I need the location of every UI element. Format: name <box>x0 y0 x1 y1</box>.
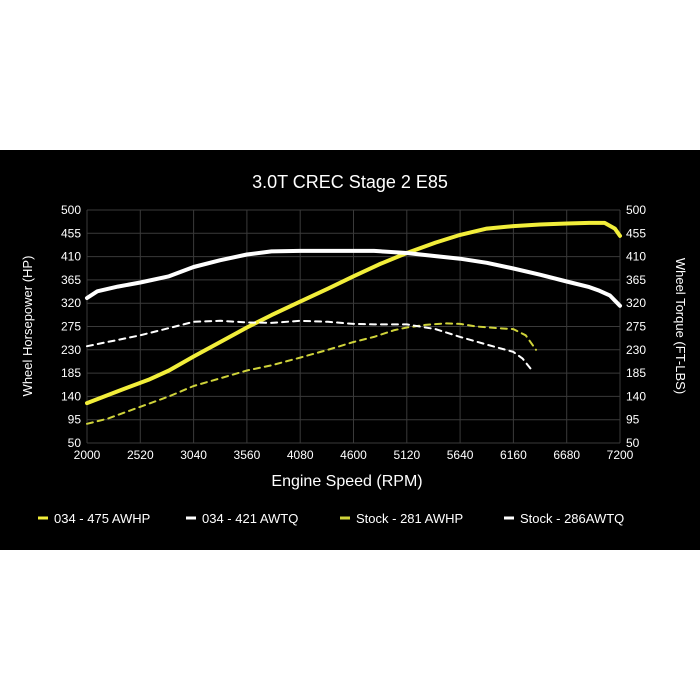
series-line-4 <box>86 319 534 373</box>
y-tick-label-right: 95 <box>626 413 640 427</box>
y-tick-label-right: 185 <box>626 366 646 380</box>
x-tick-label: 3560 <box>234 448 261 462</box>
x-tick-label: 3040 <box>180 448 207 462</box>
y-tick-label-right: 230 <box>626 343 646 357</box>
y-tick-label-left: 500 <box>61 203 81 217</box>
legend-label: 034 - 475 AWHP <box>54 511 150 526</box>
y-tick-label-right: 500 <box>626 203 646 217</box>
x-axis-label: Engine Speed (RPM) <box>271 473 422 490</box>
y-tick-label-right: 455 <box>626 226 646 240</box>
x-tick-label: 5640 <box>447 448 474 462</box>
y-tick-label-right: 275 <box>626 320 646 334</box>
y-tick-label-left: 455 <box>61 226 81 240</box>
y-tick-label-left: 410 <box>61 250 81 264</box>
x-tick-label: 2520 <box>127 448 154 462</box>
y-axis-label-right: Wheel Torque (FT-LBS) <box>673 258 688 394</box>
series-line-1 <box>85 220 622 406</box>
y-tick-label-right: 50 <box>626 436 640 450</box>
legend-label: Stock - 281 AWHP <box>356 511 463 526</box>
y-tick-label-right: 365 <box>626 273 646 287</box>
y-tick-label-left: 230 <box>61 343 81 357</box>
y-tick-label-left: 275 <box>61 320 81 334</box>
y-tick-label-left: 320 <box>61 296 81 310</box>
x-tick-label: 7200 <box>607 448 634 462</box>
y-tick-label-left: 50 <box>68 436 82 450</box>
y-tick-label-right: 410 <box>626 250 646 264</box>
grid-lines <box>86 209 621 444</box>
series-lines <box>85 220 622 425</box>
series-line-2 <box>85 248 622 308</box>
series-line-3 <box>86 322 537 425</box>
x-tick-label: 6680 <box>553 448 580 462</box>
x-tick-label: 5120 <box>393 448 420 462</box>
y-tick-label-left: 365 <box>61 273 81 287</box>
chart-title: 3.0T CREC Stage 2 E85 <box>252 172 448 192</box>
legend-label: 034 - 421 AWTQ <box>202 511 298 526</box>
y-tick-label-right: 320 <box>626 296 646 310</box>
x-tick-label: 6160 <box>500 448 527 462</box>
legend: 034 - 475 AWHP 034 - 421 AWTQ Stock - 281 … <box>38 511 624 526</box>
y-tick-label-left: 95 <box>68 413 82 427</box>
dyno-chart: 3.0T CREC Stage 2 E85 2000 2520 3040 3560 40… <box>20 172 688 526</box>
x-tick-label: 4080 <box>287 448 314 462</box>
y-axis-label-left: Wheel Horsepower (HP) <box>20 256 35 397</box>
y-tick-label-left: 185 <box>61 366 81 380</box>
x-tick-label: 2000 <box>74 448 101 462</box>
tick-labels: 2000 2520 3040 3560 4080 4600 5120 5640 6160 6680… <box>61 203 646 462</box>
y-tick-label-left: 140 <box>61 389 81 403</box>
x-tick-label: 4600 <box>340 448 367 462</box>
chart-panel: 3.0T CREC Stage 2 E85 2000 2520 3040 3560 40… <box>0 150 700 550</box>
legend-label: Stock - 286AWTQ <box>520 511 624 526</box>
y-tick-label-right: 140 <box>626 389 646 403</box>
